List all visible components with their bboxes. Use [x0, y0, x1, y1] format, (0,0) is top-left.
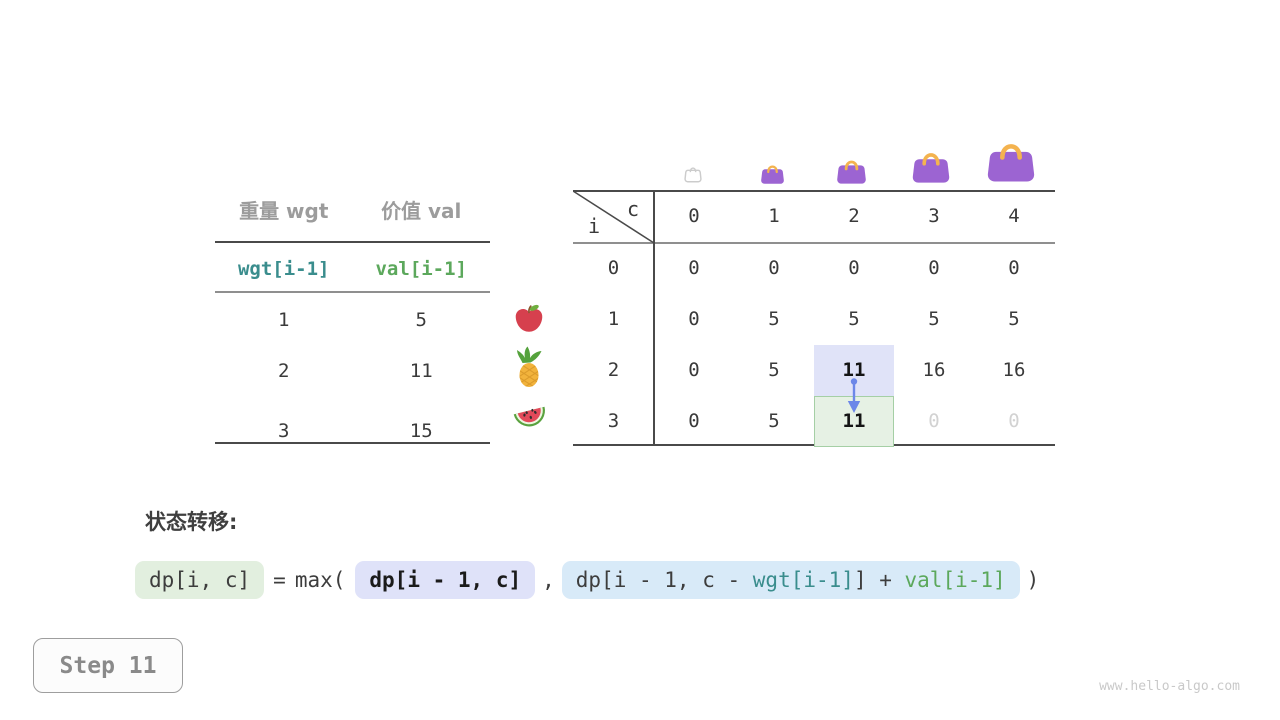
dp-cell-0-1: 0 — [768, 257, 780, 279]
formula-comma: , — [542, 568, 555, 592]
item-3-value: 15 — [409, 420, 433, 442]
item-row-2: 2 11 — [215, 351, 490, 391]
item-2-weight: 2 — [278, 360, 290, 382]
dp-cell-0-3: 0 — [928, 257, 940, 279]
dp-cell-2-2-source: 11 — [842, 359, 866, 381]
dp-cell-3-0: 0 — [688, 410, 700, 432]
formula-arg2-mid: ] + — [853, 568, 905, 592]
dp-cell-0-4: 0 — [1008, 257, 1020, 279]
item-2-value: 11 — [409, 360, 433, 382]
bag-medium-icon — [836, 155, 867, 184]
dp-rule-header — [573, 242, 1055, 244]
items-table-header-row: 重量 wgt 价值 val — [215, 190, 490, 232]
dp-row-3: 3 0 5 11 0 0 — [573, 396, 1055, 447]
item-3-weight: 3 — [278, 420, 290, 442]
dp-cell-3-3-pending: 0 — [928, 410, 940, 432]
state-transition-formula: dp[i, c] = max( dp[i - 1, c] , dp[i - 1,… — [135, 561, 1039, 599]
apple-icon — [514, 303, 544, 334]
corner-diagonal — [573, 190, 654, 243]
dp-col-header-3: 3 — [928, 205, 940, 227]
weight-column-header: 重量 wgt — [239, 199, 329, 223]
corner-row-var: i — [587, 214, 601, 238]
items-table: 重量 wgt 价值 val wgt[i-1] val[i-1] 1 5 2 11… — [215, 190, 490, 446]
dp-row-0: 0 0 0 0 0 0 — [573, 243, 1055, 294]
dp-cell-2-4: 16 — [1002, 359, 1026, 381]
formula-arg2: dp[i - 1, c - wgt[i-1]] + val[i-1] — [561, 561, 1020, 599]
dp-cell-1-1: 5 — [768, 308, 780, 330]
dp-corner-spacer — [573, 190, 654, 243]
dp-cell-1-0: 0 — [688, 308, 700, 330]
formula-close-paren: ) — [1026, 568, 1040, 592]
pineapple-icon — [513, 346, 546, 388]
dp-row-0-header: 0 — [607, 257, 620, 279]
dp-cell-0-2: 0 — [848, 257, 860, 279]
dp-cell-2-1: 5 — [768, 359, 780, 381]
item-row-3: 3 15 — [215, 411, 490, 451]
bag-xlarge-icon — [986, 135, 1036, 182]
dp-rule-top — [573, 190, 1055, 192]
step-badge: Step 11 — [33, 638, 183, 693]
items-table-rule-bottom — [215, 442, 490, 444]
dp-cell-3-1: 5 — [768, 410, 780, 432]
dp-cell-3-2-target: 11 — [842, 410, 866, 432]
item-1-weight: 1 — [278, 309, 290, 331]
dp-target-cell-highlight — [814, 396, 894, 447]
dp-table: c i 0 1 2 3 4 0 0 0 0 0 0 1 0 5 5 5 5 — [573, 190, 1055, 447]
formula-equals: = — [273, 568, 286, 592]
state-transition-label: 状态转移: — [145, 510, 238, 534]
formula-arg2-val: val[i-1] — [904, 568, 1006, 592]
dp-cell-0-0: 0 — [688, 257, 700, 279]
formula-lhs: dp[i, c] — [135, 561, 265, 599]
item-1-value: 5 — [415, 309, 427, 331]
watermelon-icon — [510, 403, 550, 431]
wgt-index-label: wgt[i-1] — [237, 258, 330, 280]
formula-arg2-wgt: wgt[i-1] — [752, 568, 854, 592]
formula-arg1: dp[i - 1, c] — [355, 561, 536, 599]
dp-cell-2-0: 0 — [688, 359, 700, 381]
bag-large-icon — [911, 146, 951, 183]
items-table-rule-top — [215, 241, 490, 243]
bag-small-icon — [760, 161, 785, 184]
dp-row-2-header: 2 — [607, 359, 620, 381]
dp-cell-1-4: 5 — [1008, 308, 1020, 330]
dp-cell-3-4-pending: 0 — [1008, 410, 1020, 432]
dp-rule-vertical — [653, 190, 655, 446]
val-index-label: val[i-1] — [375, 258, 467, 280]
corner-col-var: c — [626, 197, 640, 221]
dp-header-row: 0 1 2 3 4 — [573, 190, 1055, 243]
dp-row-2: 2 0 5 11 16 16 — [573, 345, 1055, 396]
watermark: www.hello-algo.com — [1099, 679, 1240, 694]
value-column-header: 价值 val — [381, 199, 462, 223]
dp-col-header-1: 1 — [768, 205, 780, 227]
bag-ghost-icon — [684, 163, 702, 183]
dp-row-3-header: 3 — [607, 410, 620, 432]
formula-arg2-pre: dp[i - 1, c - — [575, 568, 753, 592]
dp-row-1: 1 0 5 5 5 5 — [573, 294, 1055, 345]
dp-cell-1-2: 5 — [848, 308, 860, 330]
dp-cell-1-3: 5 — [928, 308, 940, 330]
items-table-index-row: wgt[i-1] val[i-1] — [215, 248, 490, 290]
dp-col-header-2: 2 — [848, 205, 860, 227]
item-row-1: 1 5 — [215, 300, 490, 340]
transition-arrow-icon — [847, 378, 861, 413]
dp-cell-2-3: 16 — [922, 359, 946, 381]
items-table-rule-mid — [215, 291, 490, 293]
dp-row-1-header: 1 — [607, 308, 620, 330]
dp-col-header-4: 4 — [1008, 205, 1020, 227]
formula-max-open: max( — [294, 568, 346, 592]
dp-col-header-0: 0 — [688, 205, 700, 227]
